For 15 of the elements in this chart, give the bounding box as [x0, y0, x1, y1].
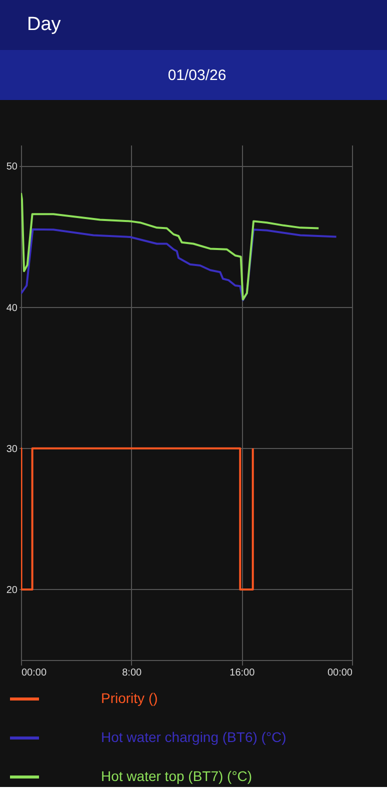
y-tick-label: 40 [6, 302, 18, 314]
x-tick-label: 16:00 [230, 668, 256, 678]
text: Hot water charging (BT6) (°C) [101, 729, 286, 745]
chart-subtitle: 01/03/26 [168, 67, 226, 84]
x-tick-label: 00:00 [327, 668, 353, 678]
x-tick-label: 00:00 [22, 668, 47, 678]
text: Priority () [101, 690, 158, 706]
y-tick-label: 50 [6, 162, 18, 173]
chart-title: Day [27, 14, 62, 35]
y-tick-label: 20 [6, 584, 18, 596]
line-series [21, 228, 338, 302]
line-series [21, 192, 320, 300]
y-tick-label: 30 [6, 444, 18, 455]
text: Hot water top (BT7) (°C) [101, 768, 252, 784]
x-tick-label: 8:00 [122, 668, 142, 678]
